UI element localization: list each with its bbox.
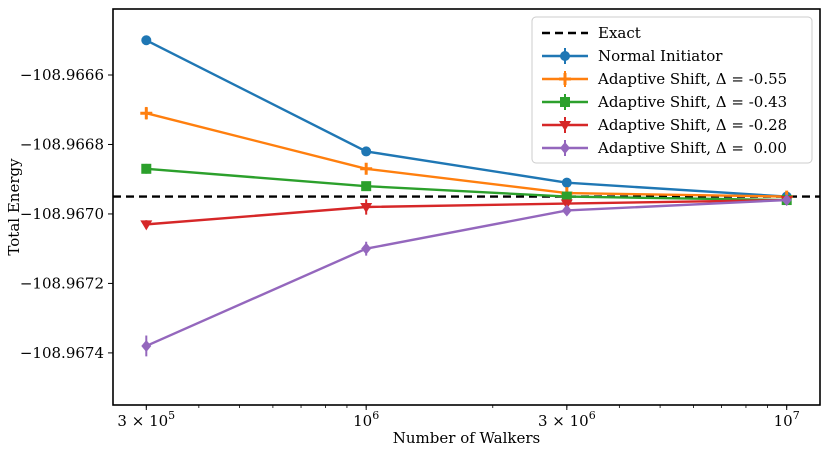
- legend-marker: [559, 121, 571, 131]
- data-point: [141, 163, 152, 174]
- data-point: [141, 35, 152, 46]
- y-tick-label: −108.9670: [20, 205, 104, 223]
- legend-label: Adaptive Shift, Δ = -0.55: [597, 70, 787, 88]
- x-tick-label-exponent: 6: [372, 409, 379, 422]
- data-point: [361, 146, 372, 157]
- legend-marker: [560, 142, 570, 154]
- series-1: [140, 106, 793, 203]
- series-4: [141, 194, 792, 357]
- x-tick-label: 106: [353, 409, 379, 430]
- legend-marker: [559, 73, 571, 85]
- legend-label: Exact: [598, 24, 641, 42]
- data-point: [361, 242, 372, 255]
- x-tick-label-base: 10: [774, 412, 793, 430]
- y-axis-ticks: −108.9674 −108.9672 −108.9670 −108.9668 −108…: [20, 66, 113, 362]
- series-line: [145, 198, 787, 348]
- y-tick-label: −108.9672: [20, 274, 104, 292]
- data-point: [360, 162, 373, 175]
- y-axis-label: Total Energy: [5, 158, 23, 256]
- legend-label: Adaptive Shift, Δ = -0.28: [597, 116, 787, 134]
- y-tick-label: −108.9666: [20, 66, 104, 84]
- data-point: [561, 204, 572, 217]
- series-line: [145, 39, 787, 198]
- x-tick-label: 107: [774, 409, 800, 430]
- legend-marker: [560, 51, 570, 61]
- data-point: [360, 203, 373, 213]
- x-tick-label-exponent: 7: [793, 409, 800, 422]
- legend-label: Adaptive Shift, Δ = 0.00: [597, 139, 787, 157]
- data-point: [140, 107, 153, 120]
- x-tick-label-base: 3 × 10: [117, 412, 168, 430]
- y-tick-label: −108.9668: [20, 135, 104, 153]
- plot-frame: [112, 8, 821, 406]
- series-line: [146, 167, 787, 202]
- x-axis-ticks: 3 × 105 106 3 × 106 107: [117, 405, 800, 430]
- legend-marker: [560, 97, 570, 107]
- series-line: [146, 112, 787, 198]
- legend: Exact Normal Initiator Adaptive Shift, Δ =…: [531, 16, 813, 164]
- data-point: [361, 181, 372, 192]
- x-tick-label-base: 10: [353, 412, 372, 430]
- x-axis-label: Number of Walkers: [393, 429, 540, 447]
- x-tick-label-base: 3 × 10: [538, 412, 589, 430]
- legend-label: Normal Initiator: [598, 47, 723, 65]
- data-point: [561, 191, 572, 202]
- data-point: [561, 177, 572, 188]
- series-line: [146, 198, 787, 226]
- data-point: [781, 194, 792, 207]
- x-tick-label-exponent: 6: [589, 409, 596, 422]
- plot-area: [113, 35, 820, 357]
- data-point: [140, 220, 153, 231]
- series-group: [140, 35, 793, 357]
- legend-label: Adaptive Shift, Δ = -0.43: [597, 93, 787, 111]
- x-tick-label-exponent: 5: [168, 409, 175, 422]
- x-tick-label: 3 × 106: [538, 409, 596, 430]
- legend-box: [531, 16, 813, 164]
- x-tick-label: 3 × 105: [117, 409, 175, 430]
- y-tick-label: −108.9674: [20, 344, 104, 362]
- data-point: [141, 339, 152, 352]
